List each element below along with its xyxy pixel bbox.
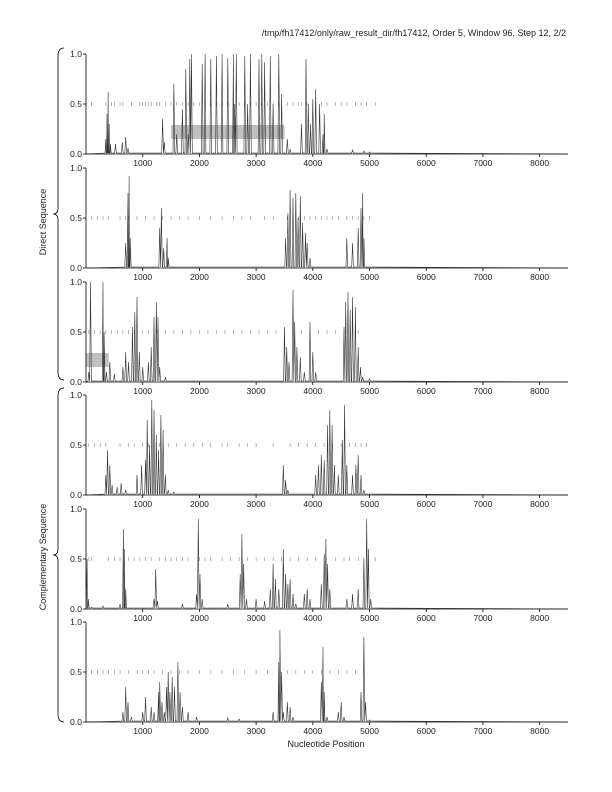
y-tick-label: 0.5 [70, 667, 82, 677]
x-tick-label: 5000 [360, 272, 379, 282]
y-tick-label: 0.0 [70, 149, 82, 159]
x-tick-label: 1000 [133, 272, 152, 282]
group-brackets [52, 47, 65, 723]
x-tick-label: 1000 [133, 499, 152, 509]
x-tick-label: 5000 [360, 726, 379, 736]
y-tick-label: 0.0 [70, 377, 82, 387]
x-tick-label: 4000 [303, 386, 322, 396]
y-tick-label: 0.5 [70, 213, 82, 223]
y-tick-label: 0.0 [70, 604, 82, 614]
x-tick-label: 1000 [133, 386, 152, 396]
x-tick-label: 7000 [473, 499, 492, 509]
x-tick-label: 8000 [530, 158, 549, 168]
x-tick-label: 6000 [417, 272, 436, 282]
y-tick-label: 1.0 [70, 504, 82, 514]
probability-line [85, 175, 569, 269]
x-tick-label: 7000 [473, 158, 492, 168]
x-tick-label: 3000 [247, 613, 266, 623]
x-tick-label: 2000 [190, 499, 209, 509]
x-tick-label: 3000 [247, 272, 266, 282]
x-tick-label: 4000 [303, 499, 322, 509]
x-tick-label: 5000 [360, 386, 379, 396]
panel-1: 0.0 0.5 1.0 1000 2000 3000 4000 5000 6000 7000 800… [70, 49, 569, 168]
x-tick-label: 4000 [303, 272, 322, 282]
gene-bar [171, 125, 285, 139]
probability-line [85, 629, 569, 723]
x-tick-label: 4000 [303, 613, 322, 623]
gene-bar [86, 353, 109, 367]
panel-2: 0.0 0.5 1.0 1000 2000 3000 4000 5000 6000 7000 800… [70, 163, 569, 282]
panels: 0.0 0.5 1.0 1000 2000 3000 4000 5000 6000 7000 800… [70, 49, 569, 736]
probability-line [85, 53, 569, 155]
x-tick-label: 2000 [190, 158, 209, 168]
x-tick-label: 8000 [530, 613, 549, 623]
panel-4: 0.0 0.5 1.0 1000 2000 3000 4000 5000 6000 7000 800… [70, 390, 569, 509]
x-tick-label: 5000 [360, 613, 379, 623]
panel-3: 0.0 0.5 1.0 1000 2000 3000 4000 5000 6000 7000 800… [70, 277, 569, 396]
x-tick-label: 3000 [247, 499, 266, 509]
panel-6: 0.0 0.5 1.0 1000 2000 3000 4000 5000 6000 7000 800… [70, 617, 569, 736]
y-tick-label: 1.0 [70, 390, 82, 400]
x-tick-label: 2000 [190, 726, 209, 736]
x-tick-label: 1000 [133, 613, 152, 623]
x-tick-label: 3000 [247, 158, 266, 168]
x-tick-label: 3000 [247, 386, 266, 396]
x-tick-label: 6000 [417, 613, 436, 623]
x-tick-label: 7000 [473, 613, 492, 623]
y-tick-label: 0.5 [70, 440, 82, 450]
x-tick-label: 8000 [530, 386, 549, 396]
y-tick-label: 0.0 [70, 490, 82, 500]
x-tick-label: 6000 [417, 386, 436, 396]
x-tick-label: 6000 [417, 499, 436, 509]
x-tick-label: 7000 [473, 272, 492, 282]
complementary-sequence-bracket [52, 387, 65, 723]
y-tick-label: 0.5 [70, 554, 82, 564]
x-tick-label: 4000 [303, 726, 322, 736]
x-tick-label: 1000 [133, 726, 152, 736]
y-tick-label: 0.0 [70, 717, 82, 727]
direct-sequence-label: Direct Sequence [38, 189, 48, 256]
x-tick-label: 8000 [530, 726, 549, 736]
x-tick-label: 4000 [303, 158, 322, 168]
x-tick-label: 1000 [133, 158, 152, 168]
y-tick-label: 1.0 [70, 277, 82, 287]
y-tick-label: 1.0 [70, 163, 82, 173]
y-tick-label: 0.5 [70, 99, 82, 109]
x-tick-label: 8000 [530, 272, 549, 282]
y-tick-label: 1.0 [70, 49, 82, 59]
x-tick-label: 7000 [473, 386, 492, 396]
y-tick-label: 0.5 [70, 327, 82, 337]
x-tick-label: 7000 [473, 726, 492, 736]
x-tick-label: 5000 [360, 499, 379, 509]
x-tick-label: 6000 [417, 726, 436, 736]
probability-line [85, 281, 569, 383]
x-tick-label: 2000 [190, 613, 209, 623]
x-tick-label: 3000 [247, 726, 266, 736]
x-tick-label: 2000 [190, 386, 209, 396]
probability-line [85, 518, 569, 610]
y-tick-label: 1.0 [70, 617, 82, 627]
complementary-sequence-label: Complementary Sequence [38, 504, 48, 611]
x-tick-label: 2000 [190, 272, 209, 282]
x-tick-label: 5000 [360, 158, 379, 168]
page-title: /tmp/fh17412/only/raw_result_dir/fh17412… [262, 28, 566, 38]
x-axis-label: Nucleotide Position [287, 739, 364, 749]
panel-5: 0.0 0.5 1.0 1000 2000 3000 4000 5000 6000 7000 800… [70, 504, 569, 623]
direct-sequence-bracket [52, 47, 65, 381]
x-tick-label: 6000 [417, 158, 436, 168]
probability-line [85, 399, 569, 496]
y-tick-label: 0.0 [70, 263, 82, 273]
x-tick-label: 8000 [530, 499, 549, 509]
